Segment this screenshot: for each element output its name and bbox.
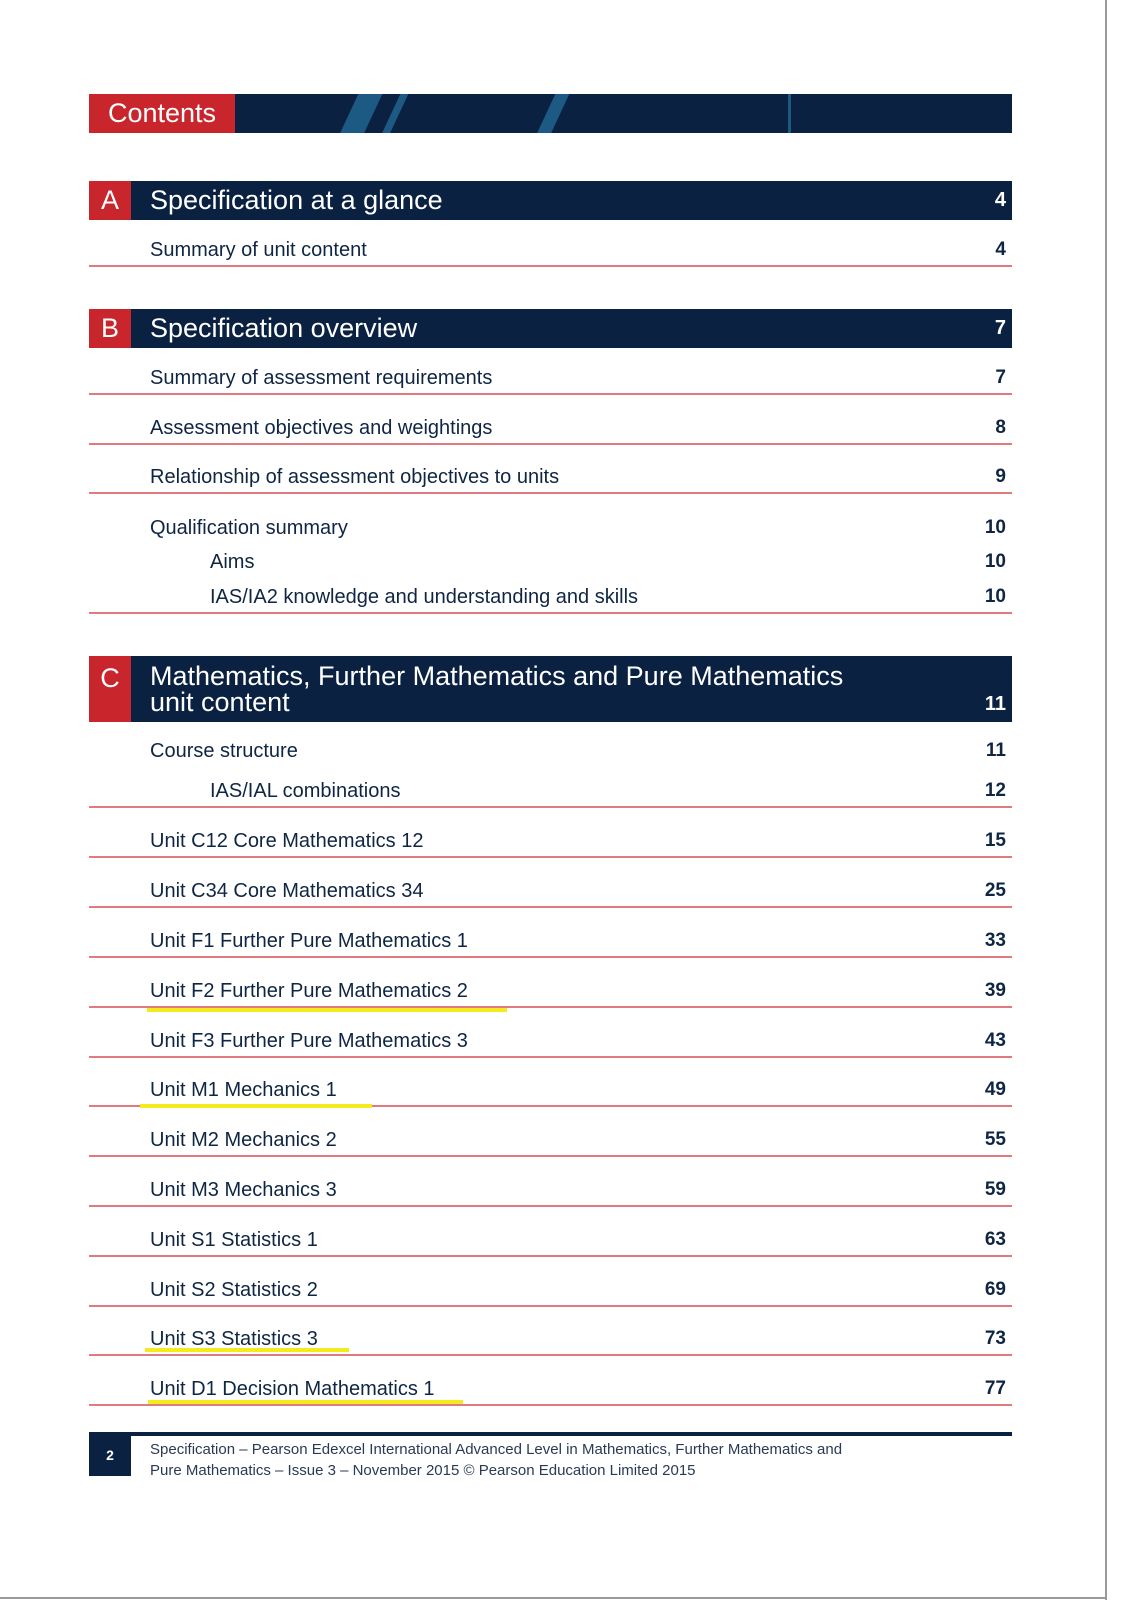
footer-line: Pure Mathematics – Issue 3 – November 20…	[150, 1462, 696, 1479]
page-title: Contents	[89, 94, 235, 133]
toc-entry[interactable]: Unit F2 Further Pure Mathematics 2 39	[89, 976, 1012, 1008]
section-title: Specification overview	[150, 313, 418, 343]
entry-label: IAS/IAL combinations	[210, 780, 401, 802]
section-letter: C	[89, 656, 131, 722]
toc-entry[interactable]: Unit M1 Mechanics 1 49	[89, 1075, 1012, 1107]
toc-entry[interactable]: Assessment objectives and weightings 8	[89, 413, 1012, 445]
entry-page: 43	[984, 1030, 1006, 1051]
toc-entry[interactable]: Unit S2 Statistics 2 69	[89, 1275, 1012, 1307]
entry-page: 77	[984, 1378, 1006, 1399]
entry-label: Unit S2 Statistics 2	[150, 1279, 318, 1301]
entry-label: Unit F3 Further Pure Mathematics 3	[150, 1030, 468, 1052]
entry-label: Qualification summary	[150, 517, 348, 539]
entry-label: IAS/IA2 knowledge and understanding and …	[210, 586, 639, 608]
entry-label: Course structure	[150, 740, 298, 762]
entry-page: 63	[984, 1229, 1006, 1250]
toc-entry[interactable]: Unit C12 Core Mathematics 12 15	[89, 826, 1012, 858]
section-page: 11	[984, 693, 1006, 715]
entry-label: Unit D1 Decision Mathematics 1	[150, 1378, 435, 1400]
page-edge	[0, 1597, 1107, 1599]
entry-label: Unit C34 Core Mathematics 34	[150, 880, 424, 902]
banner-stripe	[534, 94, 572, 133]
footer-rule	[89, 1432, 1012, 1436]
contents-banner: Contents	[89, 94, 1012, 133]
entry-label: Unit M1 Mechanics 1	[150, 1079, 337, 1101]
entry-label: Relationship of assessment objectives to…	[150, 466, 560, 488]
page-number: 2	[89, 1432, 131, 1476]
entry-page: 8	[995, 417, 1006, 438]
highlight-mark	[145, 1348, 349, 1352]
highlight-mark	[140, 1104, 372, 1108]
entry-label: Unit M2 Mechanics 2	[150, 1129, 337, 1151]
entry-label: Unit S3 Statistics 3	[150, 1328, 318, 1350]
entry-page: 9	[995, 466, 1006, 487]
toc-entry[interactable]: Summary of unit content 4	[89, 235, 1012, 267]
entry-label: Summary of unit content	[150, 239, 367, 261]
toc-entry[interactable]: Summary of assessment requirements 7	[89, 363, 1012, 395]
entry-page: 11	[985, 740, 1006, 761]
banner-stripe	[379, 94, 411, 133]
section-title: Mathematics, Further Mathematics and Pur…	[150, 661, 844, 717]
toc-subentry[interactable]: IAS/IA2 knowledge and understanding and …	[89, 582, 1012, 614]
highlight-mark	[148, 1400, 463, 1404]
entry-label: Aims	[210, 551, 255, 573]
entry-label: Unit S1 Statistics 1	[150, 1229, 318, 1251]
entry-label: Summary of assessment requirements	[150, 367, 493, 389]
highlight-mark	[147, 1008, 507, 1012]
section-c-header[interactable]: C Mathematics, Further Mathematics and P…	[89, 656, 1012, 722]
footer-text: Specification – Pearson Edexcel Internat…	[150, 1439, 950, 1481]
section-page: 7	[994, 317, 1006, 339]
entry-page: 7	[995, 367, 1006, 388]
entry-page: 12	[984, 780, 1006, 801]
section-title-line: Mathematics, Further Mathematics and Pur…	[150, 661, 844, 691]
entry-page: 10	[984, 517, 1006, 538]
entry-page: 55	[984, 1129, 1006, 1150]
toc-entry[interactable]: Unit M2 Mechanics 2 55	[89, 1125, 1012, 1157]
section-title: Specification at a glance	[150, 185, 443, 215]
section-letter: A	[89, 181, 131, 220]
page-edge	[1105, 0, 1107, 1600]
entry-label: Assessment objectives and weightings	[150, 417, 493, 439]
entry-label: Unit M3 Mechanics 3	[150, 1179, 337, 1201]
toc-entry[interactable]: Course structure 11	[89, 736, 1012, 766]
entry-label: Unit F2 Further Pure Mathematics 2	[150, 980, 468, 1002]
banner-stripe	[337, 94, 385, 133]
toc-subentry[interactable]: IAS/IAL combinations 12	[89, 776, 1012, 808]
toc-entry[interactable]: Relationship of assessment objectives to…	[89, 462, 1012, 494]
toc-entry[interactable]: Unit S1 Statistics 1 63	[89, 1225, 1012, 1257]
entry-page: 73	[984, 1328, 1006, 1349]
entry-page: 59	[984, 1179, 1006, 1200]
entry-page: 25	[984, 880, 1006, 901]
entry-label: Unit C12 Core Mathematics 12	[150, 830, 424, 852]
entry-page: 15	[984, 830, 1006, 851]
toc-entry[interactable]: Unit M3 Mechanics 3 59	[89, 1175, 1012, 1207]
toc-entry[interactable]: Unit S3 Statistics 3 73	[89, 1324, 1012, 1356]
toc-entry[interactable]: Unit D1 Decision Mathematics 1 77	[89, 1374, 1012, 1406]
toc-subentry[interactable]: Aims 10	[89, 547, 1012, 577]
toc-entry[interactable]: Unit F1 Further Pure Mathematics 1 33	[89, 926, 1012, 958]
footer-line: Specification – Pearson Edexcel Internat…	[150, 1441, 843, 1458]
entry-page: 10	[984, 586, 1006, 607]
entry-page: 49	[984, 1079, 1006, 1100]
banner-stripe	[788, 94, 791, 133]
toc-entry[interactable]: Unit F3 Further Pure Mathematics 3 43	[89, 1026, 1012, 1058]
section-a-header[interactable]: A Specification at a glance 4	[89, 181, 1012, 220]
section-letter: B	[89, 309, 131, 348]
entry-page: 10	[984, 551, 1006, 572]
toc-entry[interactable]: Unit C34 Core Mathematics 34 25	[89, 876, 1012, 908]
section-page: 4	[994, 189, 1006, 211]
entry-page: 69	[984, 1279, 1006, 1300]
entry-page: 4	[995, 239, 1006, 260]
entry-page: 39	[984, 980, 1006, 1001]
toc-entry[interactable]: Qualification summary 10	[89, 513, 1012, 543]
section-title-line: unit content	[150, 687, 290, 717]
entry-page: 33	[984, 930, 1006, 951]
section-b-header[interactable]: B Specification overview 7	[89, 309, 1012, 348]
entry-label: Unit F1 Further Pure Mathematics 1	[150, 930, 468, 952]
